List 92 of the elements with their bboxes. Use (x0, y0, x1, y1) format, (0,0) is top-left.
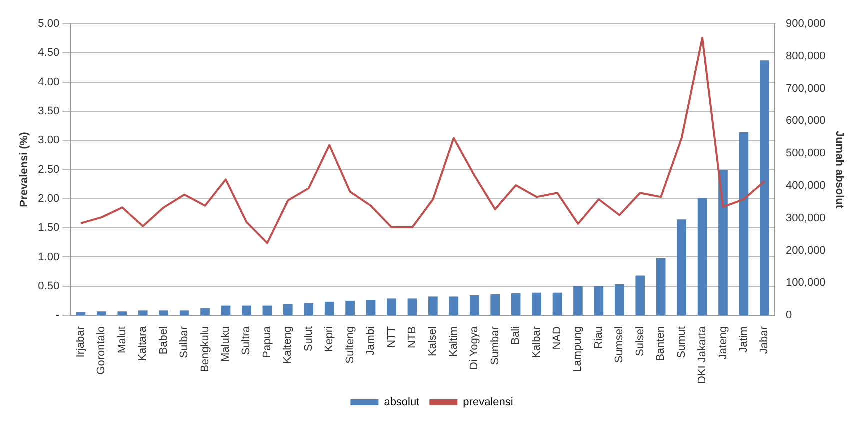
x-tick-label: NAD (552, 326, 564, 350)
y2-tick-label: 100,000 (786, 277, 826, 290)
y2-axis-title: Jumah absolut (833, 130, 846, 209)
bar (698, 198, 708, 316)
x-tick-label: Di Yogya (468, 326, 481, 370)
y-tick-label: 2.00 (38, 192, 60, 205)
bar (449, 296, 459, 316)
x-tick-label: NTB (406, 326, 418, 349)
x-tick-label: Kaltim (448, 326, 460, 358)
bar (532, 292, 542, 316)
bar (636, 276, 646, 316)
y2-tick-label: 600,000 (786, 115, 826, 128)
y2-tick-label: 500,000 (786, 148, 826, 160)
x-tick-label: Sultra (240, 326, 253, 356)
bar (490, 294, 500, 316)
bar (283, 304, 293, 316)
bar (324, 302, 334, 316)
x-tick-label: DKI Jakarta (696, 326, 709, 384)
x-tick-label: Sulsel (634, 326, 646, 357)
bar (656, 258, 666, 316)
bar (97, 312, 106, 316)
y-tick-label: 2.50 (38, 164, 60, 176)
x-tick-label: Jatim (738, 326, 750, 353)
bar (118, 312, 128, 316)
x-tick-label: Jambi (365, 326, 378, 356)
bar (346, 300, 355, 316)
bar (760, 60, 770, 316)
y2-tick-label: 200,000 (786, 244, 826, 257)
x-tick-label: Kalbar (530, 326, 543, 358)
x-tick-label: Malut (116, 326, 128, 354)
bar (200, 308, 210, 316)
x-tick-label: Kalsel (427, 326, 440, 357)
y-axis-title: Prevalensi (%) (18, 132, 31, 208)
bar (138, 310, 148, 316)
x-tick-label: Riau (592, 326, 605, 350)
x-tick-label: Sulut (302, 326, 315, 352)
x-tick-label: Sumsel (614, 326, 626, 364)
bar (594, 286, 604, 316)
x-tick-label: NTT (386, 326, 398, 348)
legend-label: absolut (384, 396, 420, 409)
y2-tick-label: 700,000 (786, 82, 826, 95)
legend-label: prevalensi (463, 396, 514, 409)
bar (262, 306, 272, 316)
x-tick-label: Kalteng (282, 326, 294, 364)
x-tick-label: Babel (158, 326, 170, 355)
y-tick-label: 0.50 (38, 280, 60, 292)
x-tick-label: Lampung (572, 326, 584, 372)
x-tick-label: Sulbar (178, 326, 191, 358)
x-tick-label: Jabar (758, 326, 771, 354)
x-tick-label: Kepri (324, 326, 336, 352)
y-tick-label: - (56, 310, 60, 322)
bar (366, 300, 376, 316)
y-tick-label: 4.00 (38, 76, 60, 88)
x-tick-label: Sumut (676, 326, 688, 358)
y-tick-label: 3.00 (38, 134, 60, 147)
bar (511, 294, 521, 316)
x-tick-label: Sumbar (489, 326, 502, 366)
x-tick-label: Papua (261, 326, 274, 358)
y-tick-label: 3.50 (38, 105, 60, 118)
x-tick-label: Maluku (220, 326, 232, 362)
y-tick-label: 4.50 (38, 47, 60, 60)
bar (387, 298, 396, 316)
bar (739, 132, 749, 316)
bar (221, 306, 231, 316)
bar (304, 303, 314, 316)
bar (552, 292, 562, 316)
y-tick-label: 5.00 (38, 18, 60, 30)
y2-tick-label: 0 (786, 310, 792, 322)
y2-tick-label: 800,000 (786, 50, 826, 62)
y2-tick-label: 900,000 (786, 18, 826, 30)
bar (677, 220, 686, 316)
bar (159, 310, 169, 316)
x-tick-label: Bengkulu (199, 326, 212, 372)
bar (614, 284, 624, 316)
x-tick-label: Jateng (717, 326, 730, 360)
bar (718, 170, 728, 316)
x-tick-label: Banten (655, 326, 668, 362)
x-tick-label: Gorontalo (96, 326, 108, 375)
x-tick-label: Irjabar (75, 326, 87, 358)
y-tick-label: 1.00 (38, 251, 60, 264)
y2-tick-label: 400,000 (786, 180, 826, 192)
bar (242, 306, 252, 316)
bar (408, 298, 418, 316)
bar (574, 286, 583, 316)
y2-tick-label: 300,000 (786, 212, 826, 224)
bar (470, 295, 480, 316)
x-tick-label: Sulteng (344, 326, 356, 364)
y-tick-label: 1.50 (38, 222, 60, 234)
x-tick-label: Bali (510, 326, 522, 345)
bar (428, 296, 438, 316)
bar (180, 310, 190, 316)
x-tick-label: Kaltara (137, 326, 150, 362)
